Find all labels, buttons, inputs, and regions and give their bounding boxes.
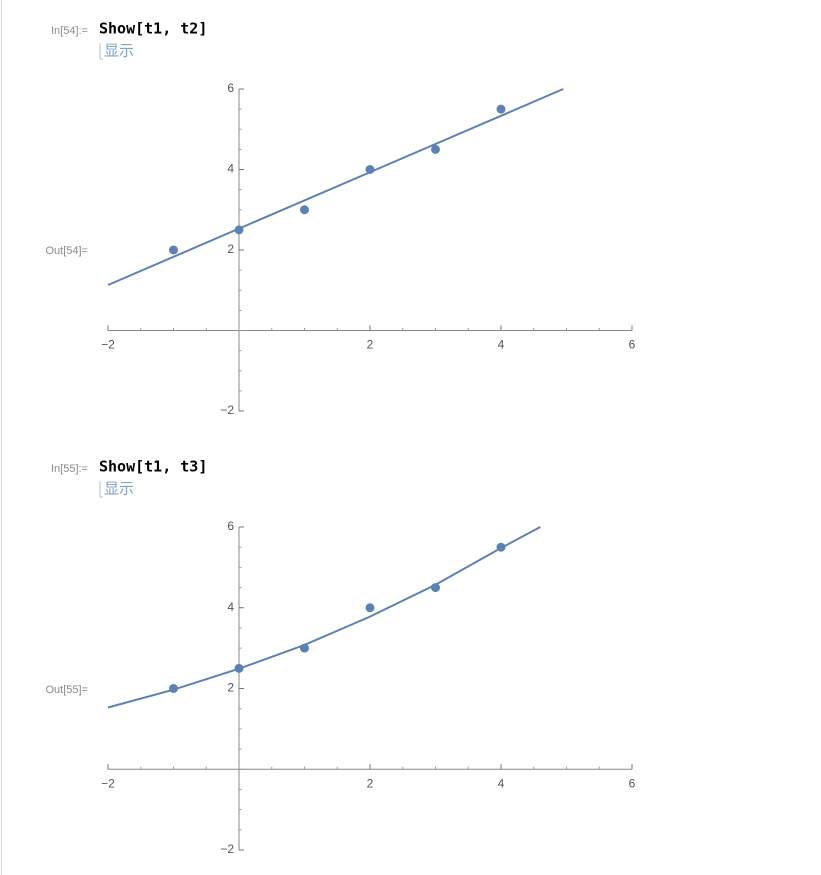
x-tick-label: 6	[629, 776, 636, 790]
fit-curve	[107, 526, 541, 709]
data-point	[169, 245, 178, 255]
y-tick-label: 6	[227, 81, 234, 95]
x-tick-label: 2	[367, 776, 374, 790]
y-tick-label: 6	[227, 519, 234, 533]
data-point	[300, 205, 309, 215]
in-label: In[55]:=	[51, 463, 88, 475]
y-tick-label: 4	[227, 600, 234, 614]
x-tick-label: 6	[629, 338, 636, 352]
fit-curve	[107, 88, 564, 286]
suggestion-hint[interactable]: 显示	[104, 42, 134, 60]
input-code[interactable]: Show[t1, t2]	[99, 20, 207, 38]
y-tick-label: 2	[227, 681, 234, 695]
x-tick-label: 4	[498, 338, 505, 352]
out-label: Out[54]=	[45, 245, 88, 257]
y-tick-label: −2	[220, 842, 234, 856]
y-tick-label: 4	[227, 162, 234, 176]
x-tick-label: 2	[367, 338, 374, 352]
x-tick-label: 4	[498, 776, 505, 790]
hint-bracket	[99, 43, 103, 60]
x-tick-label: −2	[101, 338, 115, 352]
suggestion-hint[interactable]: 显示	[104, 480, 134, 498]
x-tick-label: −2	[101, 776, 115, 790]
in-label: In[54]:=	[51, 25, 88, 37]
input-code[interactable]: Show[t1, t3]	[99, 458, 207, 476]
data-point	[431, 144, 440, 154]
y-tick-label: −2	[220, 403, 234, 417]
hint-bracket	[99, 481, 103, 498]
data-point	[365, 603, 375, 613]
y-tick-label: 2	[227, 242, 234, 256]
out-label: Out[55]=	[45, 684, 88, 696]
data-point	[496, 104, 506, 114]
